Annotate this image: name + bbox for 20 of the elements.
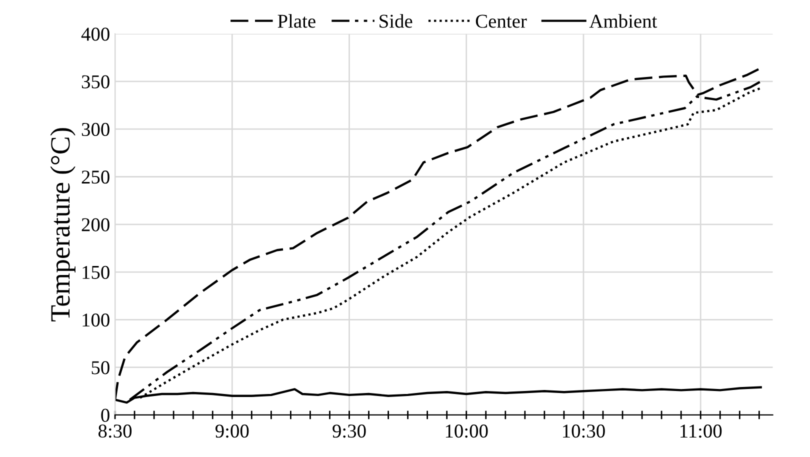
x-tick-label: 10:00 bbox=[446, 424, 488, 438]
x-tick-label: 9:00 bbox=[215, 424, 249, 438]
x-tick-label: 9:30 bbox=[332, 424, 366, 438]
y-tick-label: 350 bbox=[82, 75, 110, 88]
y-tick-label: 100 bbox=[82, 313, 110, 327]
x-tick-label: 10:30 bbox=[563, 424, 605, 438]
legend-label: Center bbox=[476, 14, 527, 28]
y-tick-label: 400 bbox=[81, 28, 110, 41]
legend-label: Plate bbox=[278, 14, 316, 28]
legend-label: Side bbox=[380, 14, 412, 28]
y-axis-title: Temperature (°C) bbox=[50, 128, 76, 322]
y-tick-label: 150 bbox=[82, 266, 110, 279]
y-tick-label: 0 bbox=[101, 408, 110, 422]
y-tick-label: 250 bbox=[82, 170, 110, 184]
y-tick-label: 200 bbox=[82, 218, 110, 232]
y-tick-label: 50 bbox=[92, 361, 110, 374]
x-tick-label: 8:30 bbox=[98, 424, 132, 438]
y-tick-label: 300 bbox=[82, 122, 110, 136]
legend-label: Ambient bbox=[589, 14, 658, 28]
x-tick-label: 11:00 bbox=[680, 424, 722, 438]
